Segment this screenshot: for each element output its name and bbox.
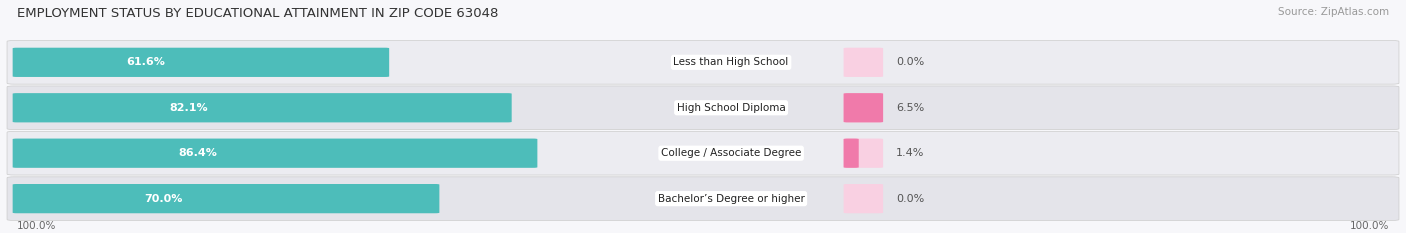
FancyBboxPatch shape — [13, 184, 440, 213]
FancyBboxPatch shape — [7, 131, 1399, 175]
Text: 0.0%: 0.0% — [896, 194, 924, 204]
Text: 6.5%: 6.5% — [896, 103, 924, 113]
FancyBboxPatch shape — [844, 93, 883, 122]
FancyBboxPatch shape — [7, 41, 1399, 84]
Text: Bachelor’s Degree or higher: Bachelor’s Degree or higher — [658, 194, 804, 204]
FancyBboxPatch shape — [7, 86, 1399, 130]
FancyBboxPatch shape — [13, 48, 389, 77]
Text: 82.1%: 82.1% — [169, 103, 208, 113]
FancyBboxPatch shape — [844, 139, 859, 168]
Text: Source: ZipAtlas.com: Source: ZipAtlas.com — [1278, 7, 1389, 17]
Text: 100.0%: 100.0% — [1350, 221, 1389, 231]
FancyBboxPatch shape — [844, 139, 883, 168]
Text: 61.6%: 61.6% — [127, 57, 165, 67]
Text: College / Associate Degree: College / Associate Degree — [661, 148, 801, 158]
FancyBboxPatch shape — [844, 184, 883, 213]
Text: Less than High School: Less than High School — [673, 57, 789, 67]
Text: 0.0%: 0.0% — [896, 57, 924, 67]
FancyBboxPatch shape — [13, 93, 512, 122]
FancyBboxPatch shape — [7, 177, 1399, 220]
Text: 86.4%: 86.4% — [179, 148, 217, 158]
Text: High School Diploma: High School Diploma — [676, 103, 786, 113]
Text: EMPLOYMENT STATUS BY EDUCATIONAL ATTAINMENT IN ZIP CODE 63048: EMPLOYMENT STATUS BY EDUCATIONAL ATTAINM… — [17, 7, 498, 20]
FancyBboxPatch shape — [844, 48, 883, 77]
Text: 70.0%: 70.0% — [143, 194, 183, 204]
Text: 1.4%: 1.4% — [896, 148, 924, 158]
FancyBboxPatch shape — [844, 93, 883, 122]
Text: 100.0%: 100.0% — [17, 221, 56, 231]
FancyBboxPatch shape — [13, 139, 537, 168]
